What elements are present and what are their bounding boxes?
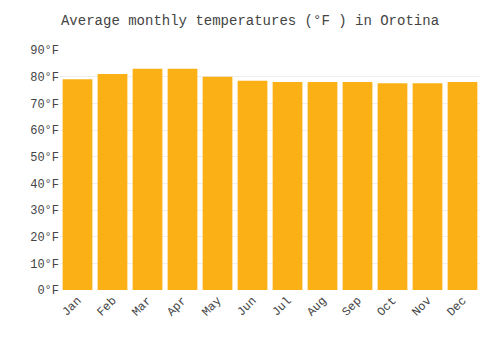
svg-text:80°F: 80°F [30,71,59,85]
svg-text:Oct: Oct [374,294,399,319]
svg-text:70°F: 70°F [30,98,59,112]
svg-text:May: May [199,294,224,319]
svg-text:40°F: 40°F [30,178,59,192]
svg-text:90°F: 90°F [30,44,59,58]
svg-text:50°F: 50°F [30,151,59,165]
svg-text:10°F: 10°F [30,258,59,272]
svg-text:Average monthly temperatures (: Average monthly temperatures (°F ) in Or… [61,13,439,29]
svg-text:Apr: Apr [164,294,189,319]
svg-text:Jan: Jan [59,294,84,319]
svg-text:Feb: Feb [94,294,119,319]
svg-text:Aug: Aug [304,294,329,319]
svg-text:Nov: Nov [409,294,434,319]
svg-text:Dec: Dec [444,294,469,319]
svg-text:0°F: 0°F [37,284,59,298]
svg-text:30°F: 30°F [30,204,59,218]
svg-text:Mar: Mar [129,294,154,319]
svg-text:Jul: Jul [269,294,294,319]
svg-text:60°F: 60°F [30,124,59,138]
svg-text:20°F: 20°F [30,231,59,245]
svg-text:Sep: Sep [339,294,364,319]
svg-text:Jun: Jun [234,294,259,319]
